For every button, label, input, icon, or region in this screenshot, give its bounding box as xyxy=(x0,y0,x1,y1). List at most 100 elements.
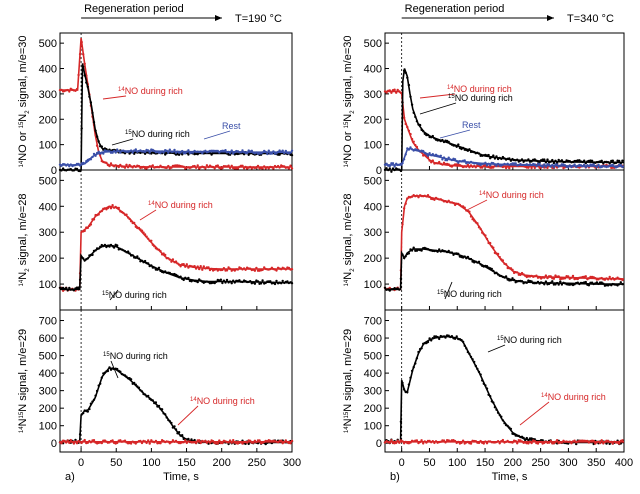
data-point xyxy=(181,434,184,437)
data-point xyxy=(249,439,252,442)
data-point xyxy=(92,218,96,221)
annotation-arrow xyxy=(109,289,119,301)
data-point xyxy=(473,219,476,222)
data-point xyxy=(457,143,460,146)
data-point xyxy=(112,149,116,153)
series-annotation: 14NO during rich xyxy=(479,190,544,200)
data-point xyxy=(134,148,137,151)
data-point xyxy=(270,166,274,169)
data-point xyxy=(140,229,144,232)
data-point xyxy=(504,166,508,170)
data-point xyxy=(253,269,257,272)
data-point xyxy=(425,441,428,444)
data-point xyxy=(489,241,492,245)
data-point xyxy=(91,111,94,115)
data-point xyxy=(171,439,175,442)
data-point xyxy=(245,151,249,155)
data-point xyxy=(447,334,450,337)
data-point xyxy=(165,416,168,419)
data-point xyxy=(263,165,266,168)
data-point xyxy=(99,245,102,248)
data-point xyxy=(465,347,468,350)
data-point xyxy=(469,257,473,261)
data-point xyxy=(261,167,264,170)
data-point xyxy=(420,249,423,252)
data-point xyxy=(489,164,492,167)
data-point xyxy=(109,243,113,247)
data-point xyxy=(602,282,605,285)
data-point xyxy=(289,164,292,167)
data-point xyxy=(388,167,391,170)
data-point xyxy=(83,259,86,262)
plot-frame xyxy=(384,309,625,453)
data-point xyxy=(92,121,96,124)
data-point xyxy=(210,267,213,271)
annotation-arrow xyxy=(519,401,550,426)
data-point xyxy=(236,167,240,170)
series-annotation: Rest xyxy=(462,120,481,130)
data-point xyxy=(68,286,71,290)
data-point xyxy=(108,150,111,153)
data-point xyxy=(207,440,210,443)
data-point xyxy=(112,246,116,249)
data-point xyxy=(159,250,162,253)
data-point xyxy=(610,440,613,444)
data-point xyxy=(284,439,287,442)
data-point xyxy=(533,166,536,170)
data-point xyxy=(498,413,501,417)
data-point xyxy=(618,283,621,286)
data-point xyxy=(150,439,153,442)
data-point xyxy=(157,166,161,169)
data-point xyxy=(86,441,90,444)
data-point xyxy=(134,383,137,386)
panel-b: Regeneration period T=340 °C 0 100 200 300 400… xyxy=(342,3,633,483)
data-point xyxy=(407,383,411,386)
data-point xyxy=(608,275,611,279)
data-point xyxy=(410,137,414,141)
arrow-head xyxy=(215,15,222,21)
data-point xyxy=(272,150,275,153)
data-point xyxy=(444,336,447,339)
data-point xyxy=(65,286,68,290)
data-point xyxy=(549,275,552,278)
data-point xyxy=(406,391,409,394)
data-point xyxy=(117,165,121,169)
data-point xyxy=(455,160,458,163)
panel-letter: a) xyxy=(65,471,75,483)
data-point xyxy=(398,90,401,93)
data-point xyxy=(516,158,519,161)
data-point xyxy=(447,140,450,144)
data-point xyxy=(77,73,80,77)
y-tick-label: 700 xyxy=(364,316,382,328)
y-tick-label: 100 xyxy=(364,140,382,152)
data-point xyxy=(143,233,147,236)
data-point xyxy=(170,441,173,444)
data-point xyxy=(492,166,495,169)
data-point xyxy=(247,442,250,446)
header-label: Regeneration period xyxy=(405,3,505,15)
data-point xyxy=(75,442,79,445)
annotation-arrow xyxy=(487,344,506,353)
subplot-3: 0 100 200 300 400 500 600 700 0 50 100 150 200 250 300… xyxy=(342,309,633,469)
data-point xyxy=(239,151,243,154)
data-point xyxy=(142,231,145,234)
data-point xyxy=(543,158,546,161)
data-point xyxy=(108,245,111,248)
data-point xyxy=(390,170,393,173)
data-point xyxy=(415,120,419,123)
data-point xyxy=(418,123,422,127)
data-point xyxy=(496,252,500,256)
data-point xyxy=(264,281,267,285)
data-point xyxy=(102,152,105,155)
data-point xyxy=(441,158,444,161)
data-point xyxy=(150,264,153,267)
data-point xyxy=(119,439,122,442)
data-point xyxy=(385,162,388,165)
data-point xyxy=(409,132,412,136)
data-point xyxy=(406,125,409,129)
data-point xyxy=(516,271,519,274)
data-point xyxy=(520,271,524,275)
data-point xyxy=(461,439,465,442)
data-point xyxy=(487,153,490,157)
data-point xyxy=(147,237,150,240)
